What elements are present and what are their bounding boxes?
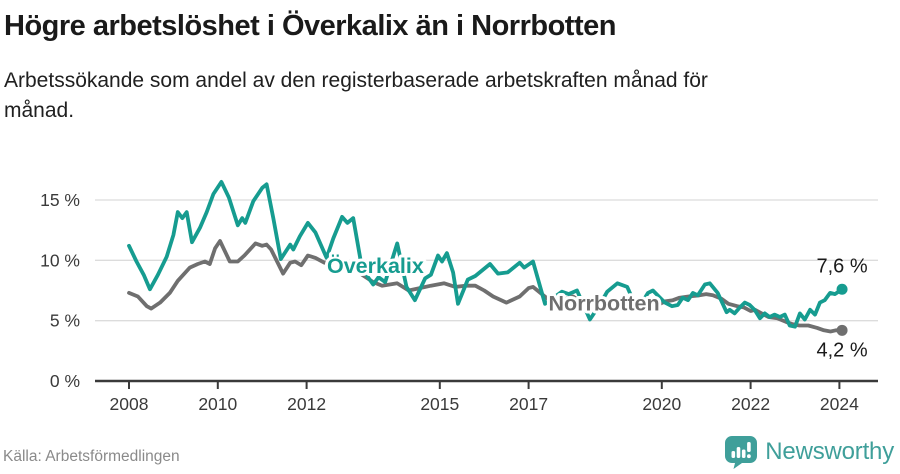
y-axis-label: 0 % — [50, 371, 80, 391]
newsworthy-icon — [725, 436, 758, 469]
chart-subtitle: Arbetssökande som andel av den registerb… — [4, 66, 884, 127]
overkalix-end-dot — [836, 283, 848, 295]
y-axis-label: 15 % — [40, 190, 80, 210]
chart-subtitle-line1: Arbetssökande som andel av den registerb… — [4, 69, 708, 92]
x-axis-label: 2010 — [198, 394, 237, 414]
norrbotten-line — [127, 239, 844, 334]
newsworthy-wordmark: Newsworthy — [765, 438, 894, 465]
source-note: Källa: Arbetsförmedlingen — [3, 448, 180, 465]
norrbotten-end-value: 4,2 % — [816, 339, 867, 361]
x-axis-label: 2024 — [820, 394, 859, 414]
x-axis-label: 2017 — [509, 394, 548, 414]
overkalix-end-value: 7,6 % — [816, 255, 867, 277]
chart-title: Högre arbetslöshet i Överkalix än i Norr… — [4, 10, 616, 42]
y-axis-label: 5 % — [50, 311, 80, 331]
norrbotten-series-label: Norrbotten — [549, 291, 660, 315]
overkalix-series-label: Överkalix — [327, 253, 424, 278]
x-axis-label: 2012 — [287, 394, 326, 414]
y-axis-label: 10 % — [40, 250, 80, 270]
newsworthy-logo: Newsworthy — [724, 435, 894, 469]
overkalix-line — [127, 179, 844, 329]
x-axis-label: 2022 — [731, 394, 770, 414]
chart-subtitle-line2: månad. — [4, 99, 75, 123]
norrbotten-end-dot — [836, 324, 848, 336]
x-axis-label: 2008 — [110, 394, 149, 414]
x-axis-label: 2015 — [420, 394, 459, 414]
x-axis-label: 2020 — [642, 394, 681, 414]
